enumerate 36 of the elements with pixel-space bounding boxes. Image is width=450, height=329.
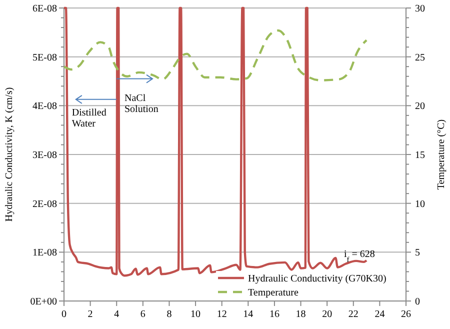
line-series <box>62 29 368 82</box>
y2-tick-label: 5 <box>415 248 420 259</box>
x-tick-label: 12 <box>216 309 227 320</box>
y2-axis-title: Temperature (°C) <box>436 119 447 190</box>
y-tick-label: 2E-08 <box>32 198 57 210</box>
x-tick-label: 6 <box>140 309 146 320</box>
x-tick-label: 24 <box>374 309 385 320</box>
x-tick-label: 8 <box>166 309 172 320</box>
y-tick-label: 3E-08 <box>32 150 57 161</box>
x-tick-label: 10 <box>190 309 201 320</box>
x-tick-label: 20 <box>322 309 332 320</box>
x-tick-label: 14 <box>243 309 254 320</box>
y-tick-label: 4E-08 <box>32 101 57 112</box>
x-tick-label: 26 <box>401 309 411 320</box>
x-tick-label: 4 <box>114 309 120 320</box>
legend-label: Hydraulic Conductivity (G70K30) <box>248 274 386 284</box>
x-tick-label: 18 <box>296 309 306 320</box>
y2-tick-label: 20 <box>415 101 425 112</box>
annotation: NaCl Solution <box>124 92 158 115</box>
y-tick-label: 1E-08 <box>32 248 57 259</box>
x-tick-label: 2 <box>88 309 93 320</box>
annotation: Distilled Water <box>72 107 106 130</box>
y-tick-label: 0E+00 <box>30 296 57 308</box>
y2-tick-label: 25 <box>415 52 425 64</box>
y2-tick-label: 10 <box>415 198 425 210</box>
y2-tick-label: 15 <box>415 150 425 161</box>
annotation: i$_{f}$ = 628 <box>344 249 375 264</box>
x-tick-label: 16 <box>269 309 280 320</box>
x-tick-label: 0 <box>62 309 66 320</box>
y2-tick-label: 30 <box>415 4 425 14</box>
legend-label: Temperature <box>248 288 299 298</box>
y-tick-label: 6E-08 <box>32 4 57 14</box>
y-axis-title: Hydraulic Conductivity, K (cm/s) <box>4 87 15 222</box>
y2-tick-label: 0 <box>415 296 420 308</box>
x-tick-label: 22 <box>348 309 358 320</box>
y-tick-label: 5E-08 <box>32 52 57 64</box>
